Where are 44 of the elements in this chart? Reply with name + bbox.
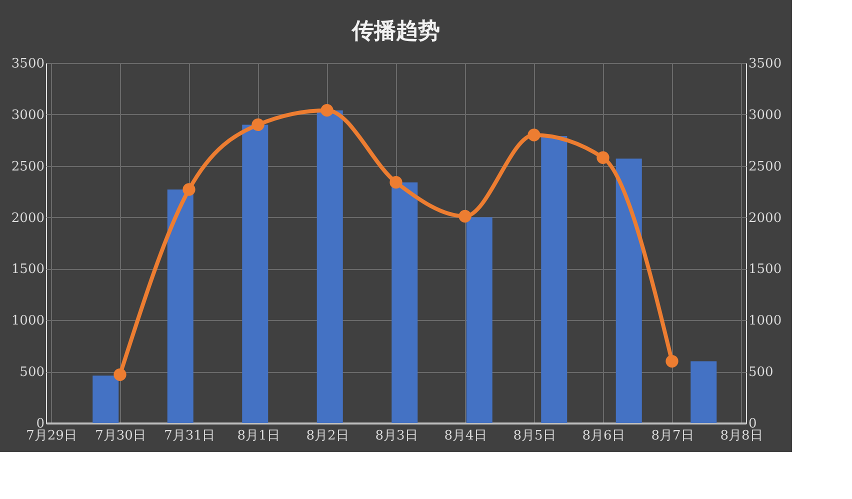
y2-tick-label: 500 bbox=[748, 365, 774, 380]
y2-tick-label: 2000 bbox=[748, 210, 782, 226]
bar bbox=[242, 124, 268, 423]
x-tick-label: 8月8日 bbox=[720, 428, 763, 444]
y-tick-label: 1500 bbox=[11, 262, 44, 278]
x-tick-label: 8月3日 bbox=[375, 428, 418, 444]
x-tick-label: 8月4日 bbox=[444, 428, 487, 444]
bar bbox=[616, 158, 642, 423]
bar bbox=[690, 361, 717, 423]
bar bbox=[167, 190, 194, 423]
point bbox=[528, 128, 540, 142]
y-tick-label: 1000 bbox=[11, 314, 44, 329]
point bbox=[666, 354, 678, 368]
y-tick-label: 3000 bbox=[11, 108, 44, 123]
y2-tick-label: 3000 bbox=[748, 108, 782, 123]
x-tick-label: 8月5日 bbox=[513, 428, 556, 444]
bar bbox=[466, 217, 492, 423]
y-tick-label: 500 bbox=[20, 365, 44, 380]
point bbox=[320, 104, 334, 117]
x-tick-label: 7月29日 bbox=[26, 428, 77, 444]
point bbox=[596, 151, 610, 164]
point bbox=[114, 368, 126, 381]
bar bbox=[92, 376, 119, 423]
point bbox=[458, 210, 472, 223]
x-tick-label: 7月31日 bbox=[164, 428, 215, 444]
y2-tick-label: 1000 bbox=[748, 314, 782, 329]
chart-title: 传播趋势 bbox=[351, 19, 440, 44]
point bbox=[390, 176, 402, 189]
point bbox=[252, 118, 264, 132]
x-tick-label: 8月6日 bbox=[582, 428, 625, 444]
x-tick-label: 8月2日 bbox=[306, 428, 349, 444]
point bbox=[182, 183, 196, 196]
x-tick-label: 7月30日 bbox=[95, 428, 146, 444]
y-tick-label: 2500 bbox=[11, 159, 44, 174]
y-tick-label: 2000 bbox=[11, 210, 44, 226]
y2-tick-label: 2500 bbox=[748, 159, 782, 174]
bar bbox=[316, 110, 343, 423]
bar bbox=[541, 136, 568, 423]
y2-tick-label: 3500 bbox=[748, 56, 782, 72]
x-tick-label: 8月7日 bbox=[651, 428, 694, 444]
y-tick-label: 3500 bbox=[11, 56, 44, 72]
x-tick-label: 8月1日 bbox=[237, 428, 280, 444]
bar bbox=[392, 182, 418, 423]
y2-tick-label: 1500 bbox=[748, 262, 782, 278]
